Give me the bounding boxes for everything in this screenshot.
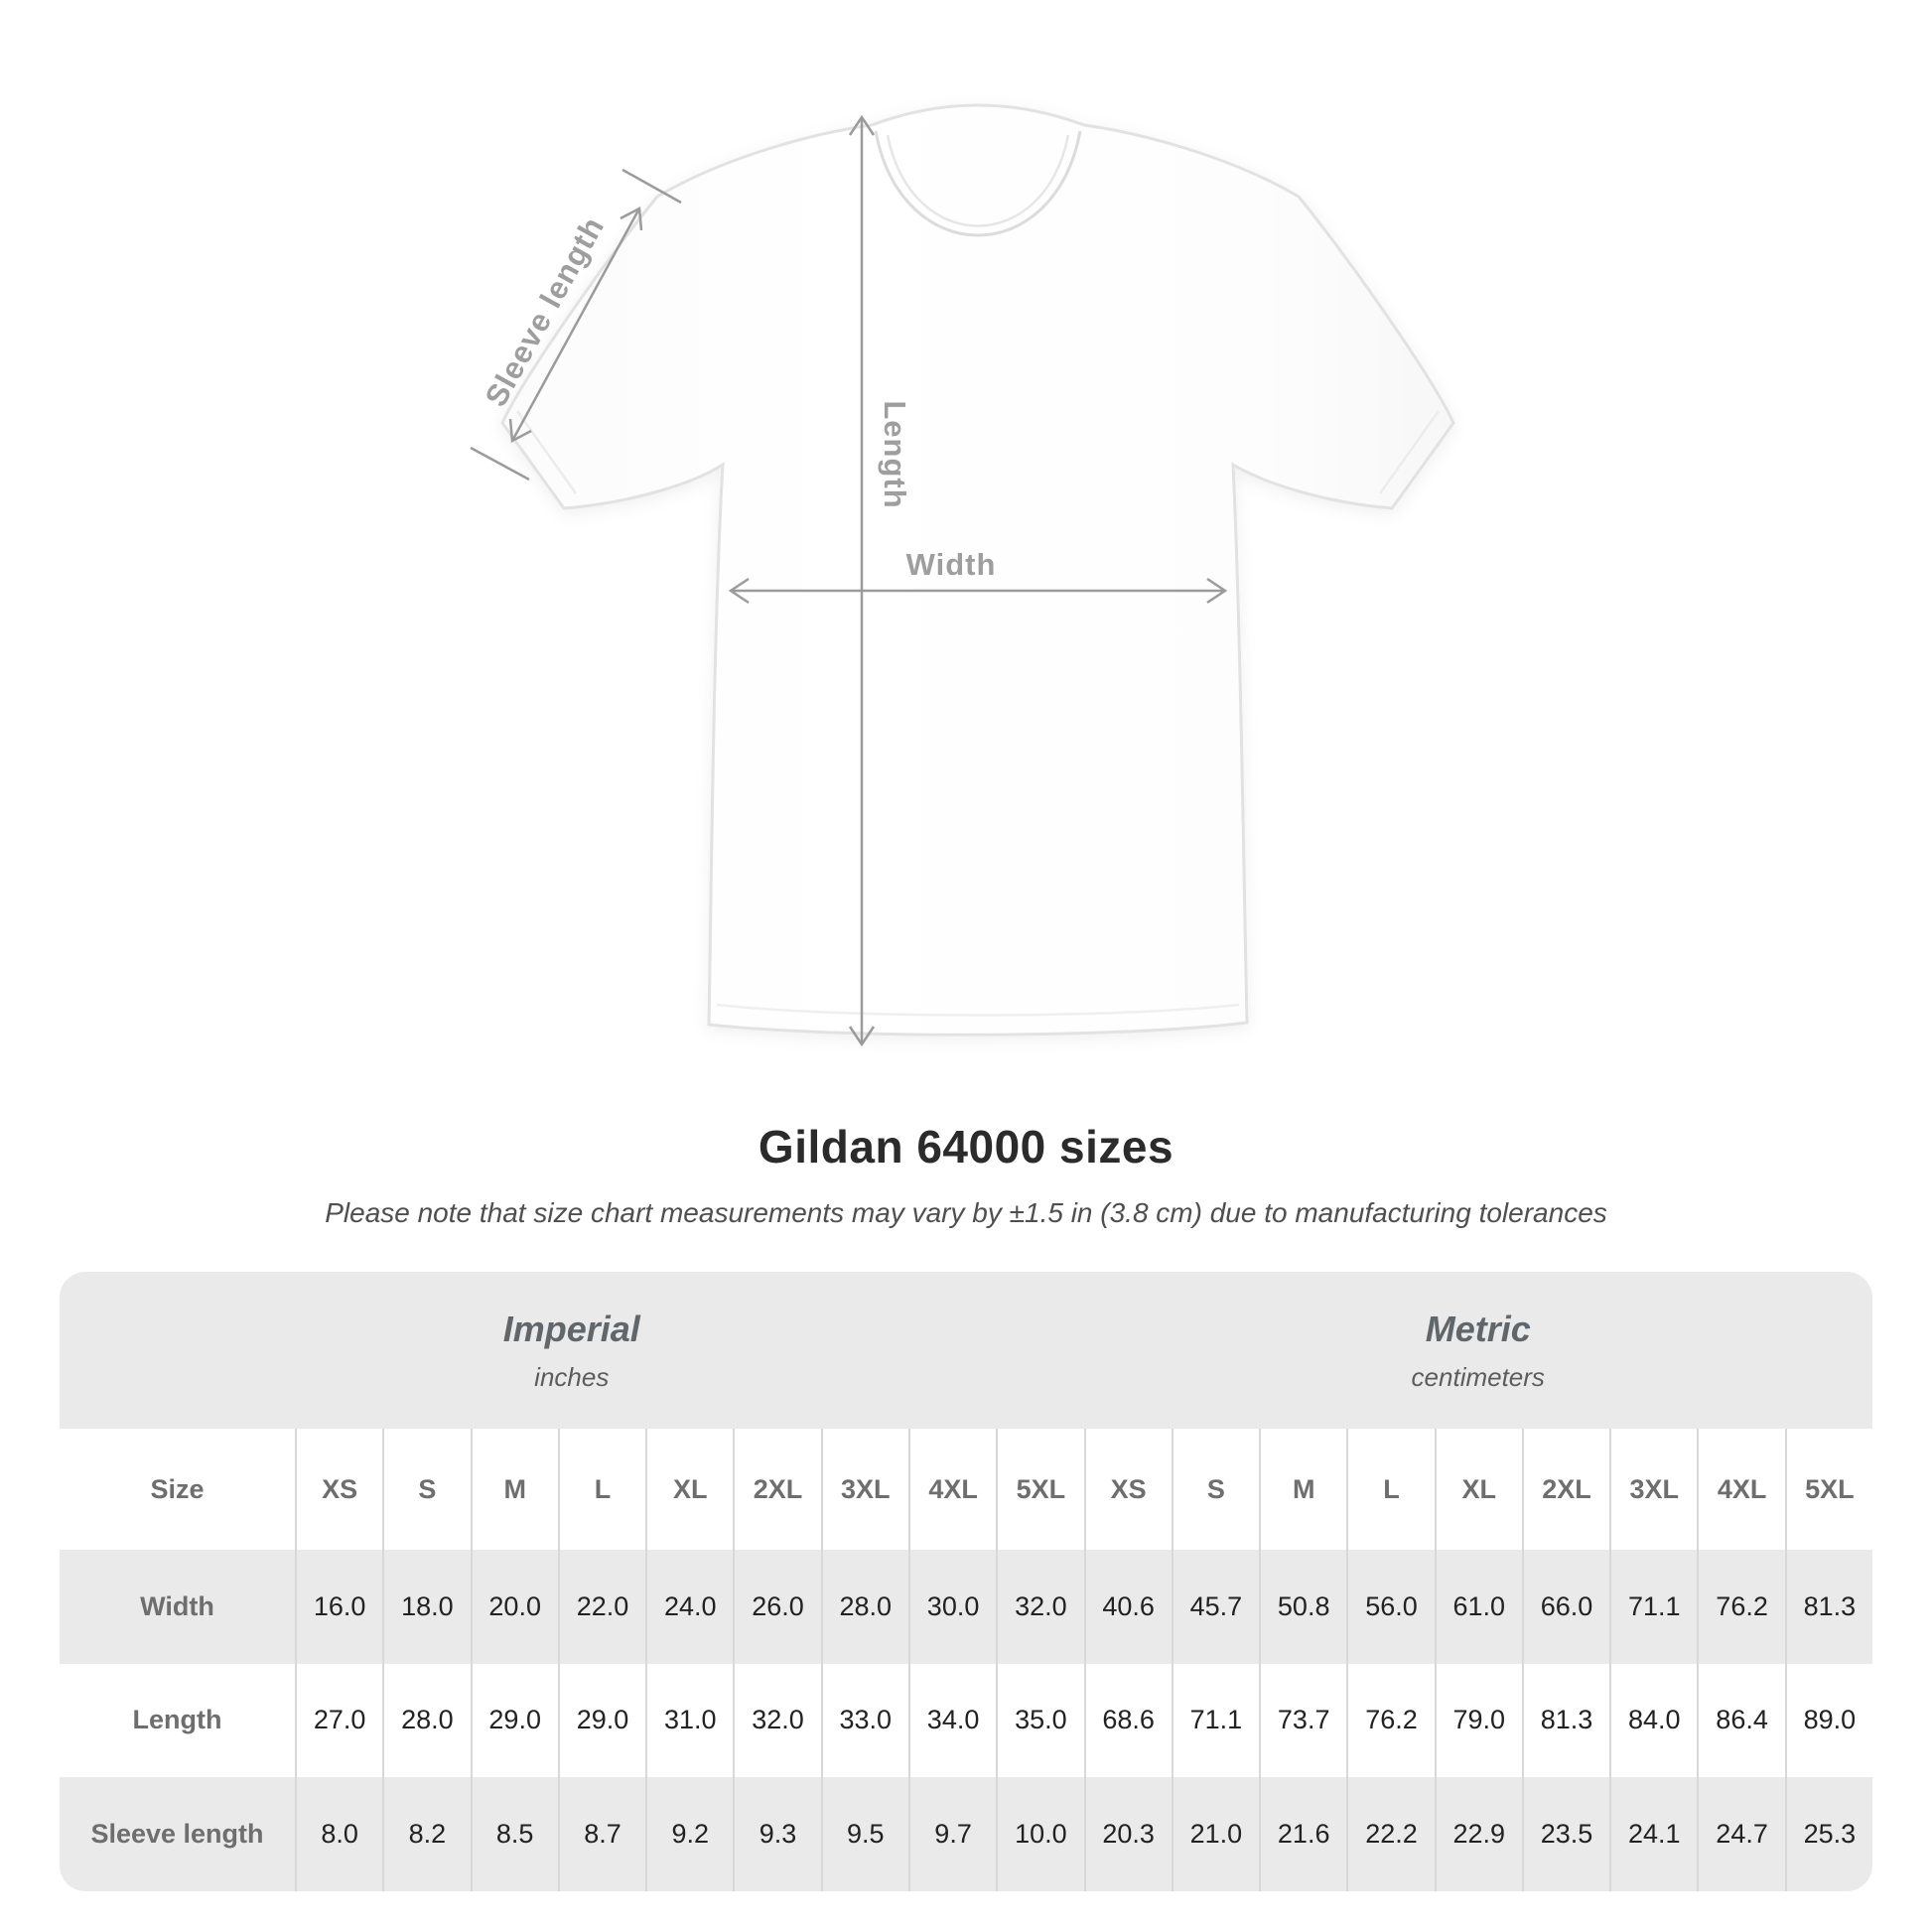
value-cell: 71.1 (1171, 1663, 1260, 1778)
value-cell: 20.0 (470, 1550, 558, 1664)
value-cell: 18.0 (382, 1550, 471, 1664)
size-column-header: Size (60, 1429, 295, 1550)
metric-unit-group: Metric centimeters (1083, 1272, 1872, 1429)
value-cell: 23.5 (1521, 1777, 1610, 1891)
value-cell: 71.1 (1609, 1550, 1698, 1664)
value-cell: 20.3 (1083, 1777, 1172, 1891)
value-cell: 33.0 (820, 1663, 908, 1778)
size-header: L (1346, 1429, 1435, 1550)
value-cell: 28.0 (820, 1550, 908, 1664)
size-header: M (470, 1429, 558, 1550)
size-header: 2XL (733, 1429, 821, 1550)
size-table: Imperial inches Metric centimeters Size … (60, 1272, 1872, 1891)
size-header: S (382, 1429, 471, 1550)
size-header: XL (645, 1429, 734, 1550)
value-cell: 32.0 (996, 1550, 1084, 1664)
value-cell: 68.6 (1083, 1663, 1172, 1778)
size-header: XS (295, 1429, 383, 1550)
value-cell: 81.3 (1521, 1663, 1610, 1778)
size-header: 4XL (1697, 1429, 1785, 1550)
tshirt-image (470, 103, 1455, 1047)
value-cell: 89.0 (1784, 1663, 1872, 1778)
value-cell: 50.8 (1259, 1550, 1347, 1664)
value-cell: 21.6 (1259, 1777, 1347, 1891)
value-cell: 24.0 (645, 1550, 734, 1664)
size-header: 4XL (907, 1429, 997, 1550)
value-cell: 66.0 (1521, 1550, 1610, 1664)
value-cell: 8.2 (382, 1777, 471, 1891)
value-cell: 79.0 (1434, 1663, 1522, 1778)
size-header: M (1259, 1429, 1347, 1550)
imperial-header: Imperial (502, 1308, 640, 1349)
size-header: 3XL (1609, 1429, 1698, 1550)
length-label: Length (878, 400, 912, 509)
value-cell: 76.2 (1346, 1663, 1435, 1778)
value-cell: 24.7 (1697, 1777, 1785, 1891)
value-cell: 86.4 (1697, 1663, 1785, 1778)
value-cell: 8.7 (557, 1777, 646, 1891)
value-cell: 9.5 (820, 1777, 908, 1891)
value-cell: 30.0 (907, 1550, 997, 1664)
size-header: XL (1434, 1429, 1522, 1550)
page-title: Gildan 64000 sizes (758, 1121, 1174, 1173)
value-cell: 34.0 (907, 1663, 997, 1778)
tshirt-diagram: Sleeve length Length Width (470, 103, 1455, 1047)
value-cell: 25.3 (1784, 1777, 1872, 1891)
value-cell: 35.0 (996, 1663, 1084, 1778)
value-cell: 45.7 (1171, 1550, 1260, 1664)
value-cell: 9.2 (645, 1777, 734, 1891)
value-cell: 73.7 (1259, 1663, 1347, 1778)
tshirt-graphic (500, 103, 1455, 1036)
size-table-grid: Imperial inches Metric centimeters Size … (60, 1272, 1872, 1891)
value-cell: 76.2 (1697, 1550, 1785, 1664)
value-cell: 22.2 (1346, 1777, 1435, 1891)
metric-header: Metric (1425, 1308, 1531, 1349)
row-label: Sleeve length (60, 1777, 295, 1891)
value-cell: 56.0 (1346, 1550, 1435, 1664)
metric-unit-label: centimeters (1411, 1361, 1545, 1392)
value-cell: 40.6 (1083, 1550, 1172, 1664)
size-header: XS (1083, 1429, 1172, 1550)
value-cell: 31.0 (645, 1663, 734, 1778)
value-cell: 9.3 (733, 1777, 821, 1891)
value-cell: 9.7 (907, 1777, 997, 1891)
value-cell: 61.0 (1434, 1550, 1522, 1664)
value-cell: 24.1 (1609, 1777, 1698, 1891)
page-subtitle: Please note that size chart measurements… (325, 1197, 1607, 1228)
value-cell: 28.0 (382, 1663, 471, 1778)
length-arrow (848, 114, 876, 1047)
value-cell: 8.0 (295, 1777, 383, 1891)
value-cell: 84.0 (1609, 1663, 1698, 1778)
value-cell: 32.0 (733, 1663, 821, 1778)
width-arrow (728, 577, 1228, 605)
value-cell: 16.0 (295, 1550, 383, 1664)
value-cell: 29.0 (557, 1663, 646, 1778)
value-cell: 22.9 (1434, 1777, 1522, 1891)
row-label: Width (60, 1550, 295, 1664)
value-cell: 22.0 (557, 1550, 646, 1664)
size-header: 5XL (996, 1429, 1084, 1550)
value-cell: 10.0 (996, 1777, 1084, 1891)
size-header: S (1171, 1429, 1260, 1550)
imperial-unit-label: inches (534, 1361, 610, 1392)
value-cell: 26.0 (733, 1550, 821, 1664)
value-cell: 21.0 (1171, 1777, 1260, 1891)
heading-block: Gildan 64000 sizes Please note that size… (0, 1120, 1932, 1229)
width-label: Width (905, 547, 997, 582)
size-header: L (557, 1429, 646, 1550)
value-cell: 29.0 (470, 1663, 558, 1778)
value-cell: 8.5 (470, 1777, 558, 1891)
sleeve-length-arrow (470, 168, 682, 482)
size-header: 5XL (1784, 1429, 1872, 1550)
value-cell: 27.0 (295, 1663, 383, 1778)
size-header: 2XL (1521, 1429, 1610, 1550)
size-header: 3XL (820, 1429, 908, 1550)
imperial-unit-group: Imperial inches (60, 1272, 1084, 1429)
value-cell: 81.3 (1784, 1550, 1872, 1664)
row-label: Length (60, 1663, 295, 1778)
